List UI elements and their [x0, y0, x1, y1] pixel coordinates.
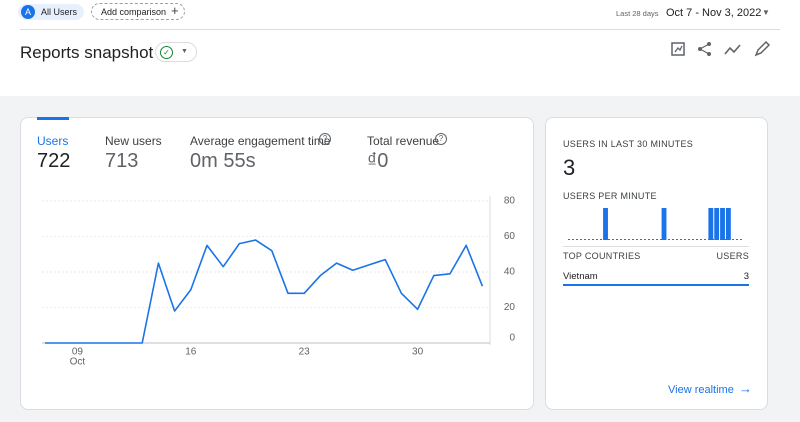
realtime-card: [545, 117, 768, 410]
table-header: TOP COUNTRIES: [563, 251, 641, 261]
bar: [708, 208, 714, 240]
segment-chip[interactable]: [18, 4, 84, 20]
x-tick-label: 23: [299, 347, 311, 358]
metric-value: ₫0: [367, 150, 389, 172]
header-bg: [0, 0, 800, 96]
help-icon[interactable]: ?: [319, 133, 331, 145]
arrow-icon: →: [739, 381, 752, 396]
plus-icon: +: [171, 3, 179, 18]
divider: [20, 29, 780, 30]
bar: [603, 208, 608, 240]
bar: [725, 208, 731, 240]
status-chip[interactable]: [155, 42, 197, 62]
add-comparison: Add comparison: [101, 7, 167, 17]
y-tick-label: 40: [504, 267, 516, 278]
segment-letter: A: [21, 5, 35, 19]
range-label: Last 28 days: [616, 9, 659, 18]
page-title: Reports snapshot: [20, 43, 154, 62]
bar: [720, 208, 725, 240]
x-tick-label: 09: [72, 347, 84, 358]
y-tick-label: 80: [504, 196, 516, 207]
table-cell: 3: [743, 271, 749, 282]
data-line: [45, 239, 484, 344]
x-tick-label: 30: [412, 347, 424, 358]
divider: [563, 246, 749, 247]
x-tick-label: 16: [185, 347, 197, 358]
segment: All Users: [41, 7, 78, 17]
x-sublabel: Oct: [70, 357, 86, 368]
bar: [714, 208, 720, 240]
toolbar-icons[interactable]: [668, 40, 778, 60]
table-header: USERS: [716, 251, 749, 261]
insights-icon[interactable]: [724, 44, 741, 55]
bar: [661, 208, 667, 240]
metric-label[interactable]: New users: [105, 134, 162, 148]
y-tick-label: 0: [509, 333, 515, 344]
metric-label[interactable]: Average engagement time: [190, 134, 331, 148]
realtime-title: USERS IN LAST 30 MINUTES: [563, 139, 694, 149]
check-icon: ✓: [160, 46, 173, 59]
add-comparison-chip[interactable]: [91, 3, 185, 20]
metric-value: 713: [105, 150, 139, 172]
y-tick-label: 60: [504, 231, 516, 242]
customize-icon[interactable]: [671, 42, 685, 56]
active-tab-bar: [37, 117, 69, 120]
help-icon[interactable]: ?: [435, 133, 447, 145]
edit-icon[interactable]: [754, 40, 771, 57]
metric-label[interactable]: Total revenue: [367, 134, 440, 148]
realtime-value: 3: [563, 155, 576, 180]
bar-chart-title: USERS PER MINUTE: [563, 191, 657, 201]
status-dropdown: ▼: [181, 48, 188, 55]
date-range[interactable]: Oct 7 - Nov 3, 2022: [666, 7, 762, 19]
metric-value: 722: [37, 150, 71, 172]
view-realtime-link[interactable]: View realtime: [668, 384, 734, 396]
row-underline: [563, 284, 749, 286]
metric-value: 0m 55s: [190, 150, 256, 172]
table-cell: Vietnam: [563, 271, 598, 282]
metric-label[interactable]: Users: [37, 134, 69, 148]
y-tick-label: 20: [504, 302, 516, 313]
dropdown-icon: ▼: [762, 8, 770, 17]
